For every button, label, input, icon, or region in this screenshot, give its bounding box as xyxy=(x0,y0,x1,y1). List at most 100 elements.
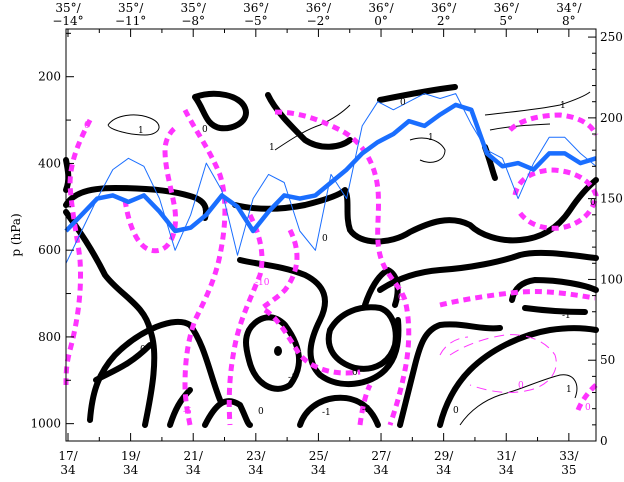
top-tick-label: 35°/ xyxy=(55,1,81,15)
bottom-tick-label: 23/ xyxy=(246,449,266,463)
right-tick-label: 200 xyxy=(600,111,623,125)
left-tick-label: 1000 xyxy=(30,417,61,431)
top-axis: 35°/−14°35°/−11°35°/−8°36°/−5°36°/−2°36°… xyxy=(52,1,582,37)
bottom-tick-label: 27/ xyxy=(371,449,391,463)
contour-label: 1 xyxy=(138,126,144,136)
series-line-thin-blue xyxy=(65,93,597,264)
contour-label: 1 xyxy=(428,133,434,143)
contour-black xyxy=(93,342,153,383)
top-tick-label: 34°/ xyxy=(556,1,582,15)
contour-label: 1 xyxy=(566,385,572,395)
right-tick-label: 0 xyxy=(600,434,608,448)
bottom-tick-label: 25/ xyxy=(309,449,329,463)
left-tick-label: 400 xyxy=(38,156,61,170)
contours-black-thick xyxy=(63,84,599,428)
top-tick-label: −14° xyxy=(52,14,83,28)
contour-label: -1 xyxy=(562,311,571,321)
contour-magenta xyxy=(357,383,373,426)
contour-label: 1 xyxy=(560,101,566,111)
bottom-tick-label: 35 xyxy=(561,463,576,477)
contour-black xyxy=(437,325,599,428)
contour-label: 0 xyxy=(453,406,459,416)
series-layer xyxy=(64,93,597,264)
left-tick-label: 200 xyxy=(38,70,61,84)
series-line-thick-blue xyxy=(64,102,597,234)
left-tick-label: 800 xyxy=(38,330,61,344)
contour-label: 0 xyxy=(140,345,146,355)
contour-black-thin xyxy=(484,91,591,116)
right-tick-label: 250 xyxy=(600,30,623,44)
bottom-tick-label: 31/ xyxy=(497,449,517,463)
contour-black xyxy=(522,305,588,315)
bottom-tick-label: 34 xyxy=(60,463,76,477)
contour-label: 0 xyxy=(585,403,591,413)
contour-black-thin xyxy=(274,104,351,151)
contour-label: 0 xyxy=(258,407,264,417)
contour-magenta xyxy=(122,126,179,254)
contour-magenta-thin xyxy=(439,336,469,356)
bottom-tick-label: 33/ xyxy=(559,449,579,463)
bottom-tick-label: 29/ xyxy=(434,449,454,463)
contour-label: 0 xyxy=(590,198,596,208)
bottom-tick-label: 34 xyxy=(311,463,327,477)
y-axis-label: p (hPa) xyxy=(9,213,23,256)
top-tick-label: −5° xyxy=(244,14,268,28)
top-tick-label: 36°/ xyxy=(431,1,457,15)
contour-black xyxy=(87,318,223,423)
contour-magenta xyxy=(263,307,361,376)
top-tick-label: 8° xyxy=(562,14,576,28)
contour-magenta xyxy=(63,118,93,386)
right-tick-label: 150 xyxy=(600,192,623,206)
plot-frame xyxy=(65,28,597,442)
bottom-tick-label: 34 xyxy=(373,463,389,477)
contour-label: -10 xyxy=(255,278,270,288)
contour-label: 1 xyxy=(269,143,275,153)
contour-label: 0 xyxy=(400,98,406,108)
contour-black xyxy=(362,267,401,308)
bottom-tick-label: 34 xyxy=(248,463,264,477)
top-tick-label: 36°/ xyxy=(243,1,269,15)
bottom-tick-label: 34 xyxy=(499,463,515,477)
top-tick-label: 36°/ xyxy=(494,1,520,15)
top-tick-label: −11° xyxy=(115,14,146,28)
bottom-tick-label: 19/ xyxy=(121,449,141,463)
contour-magenta xyxy=(258,228,300,312)
right-tick-label: 50 xyxy=(600,353,615,367)
contour-label: -2 xyxy=(362,405,371,415)
contour-black-thin xyxy=(107,114,160,136)
contour-black xyxy=(397,321,503,428)
top-tick-label: −2° xyxy=(307,14,331,28)
contours-magenta-thin xyxy=(439,334,557,393)
contour-label: -5 xyxy=(183,407,192,417)
contour-black xyxy=(232,177,599,245)
top-tick-label: 5° xyxy=(499,14,513,28)
left-axis: 200 400 600 800 1000 xyxy=(30,32,74,431)
contour-label: 0 xyxy=(202,125,208,135)
right-tick-label: 100 xyxy=(600,272,623,286)
contour-magenta xyxy=(274,109,412,426)
contour-magenta xyxy=(182,108,228,426)
bottom-axis: 17/3419/3421/3423/3425/3427/3429/3431/34… xyxy=(58,433,579,477)
contours-black-thin xyxy=(107,91,591,426)
contour-label: -1 xyxy=(322,408,331,418)
bottom-tick-label: 34 xyxy=(186,463,202,477)
contour-label: 0 xyxy=(518,381,524,391)
contour-magenta xyxy=(508,112,599,137)
bottom-tick-label: 17/ xyxy=(58,449,78,463)
contour-black xyxy=(63,209,158,428)
contour-black xyxy=(63,185,210,221)
right-axis: 0 50 100 150 200 250 xyxy=(588,30,623,448)
bottom-tick-label: 34 xyxy=(123,463,139,477)
contour-black xyxy=(297,394,381,428)
contour-label: 0 xyxy=(398,293,404,303)
bottom-tick-label: 34 xyxy=(436,463,452,477)
contour-label: 0 xyxy=(352,368,358,378)
top-tick-label: −8° xyxy=(181,14,205,28)
top-tick-label: 36°/ xyxy=(306,1,332,15)
contour-magenta xyxy=(575,383,598,411)
contour-label: -1 xyxy=(288,373,297,383)
contour-blob xyxy=(274,346,282,356)
top-tick-label: 35°/ xyxy=(118,1,144,15)
contour-label: 0 xyxy=(322,234,328,244)
